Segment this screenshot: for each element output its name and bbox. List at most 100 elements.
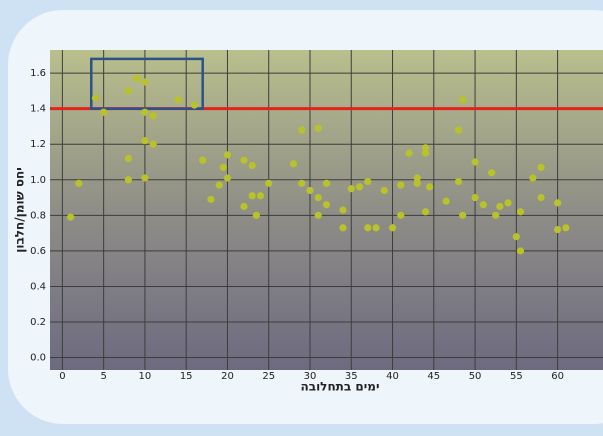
point [322, 179, 331, 187]
x-tick-label: 20 [221, 371, 234, 382]
point [554, 199, 562, 207]
y-tick-label: 0.6 [30, 246, 46, 257]
point [265, 179, 273, 187]
point [223, 174, 232, 182]
x-tick-label: 5 [100, 371, 106, 382]
point [380, 186, 388, 195]
y-tick-label: 0.0 [30, 353, 46, 364]
point [100, 108, 108, 116]
point [442, 197, 450, 205]
point [141, 78, 149, 86]
point [75, 179, 83, 187]
point [364, 224, 372, 232]
point [314, 124, 322, 132]
point [459, 211, 467, 219]
point [562, 224, 570, 232]
highlight-box [90, 57, 204, 110]
point [199, 156, 207, 164]
point [397, 211, 405, 219]
point [454, 126, 463, 134]
point [487, 169, 496, 177]
point [516, 247, 525, 255]
point [207, 195, 215, 203]
point [364, 177, 372, 186]
point [248, 192, 256, 200]
point [289, 160, 298, 168]
point [355, 183, 364, 191]
point [240, 202, 248, 211]
point [240, 156, 248, 164]
y-tick-label: 0.2 [30, 317, 46, 328]
point [372, 224, 380, 232]
point [190, 101, 199, 109]
y-tick-label: 0.4 [30, 281, 46, 292]
point [215, 181, 223, 189]
point [314, 193, 322, 202]
x-tick-label: 50 [469, 371, 482, 382]
y-tick-label: 1.6 [30, 68, 46, 79]
point [314, 211, 322, 219]
point [421, 144, 430, 152]
x-tick-label: 30 [304, 371, 317, 382]
point [91, 94, 99, 102]
x-tick-label: 15 [180, 371, 193, 382]
point [124, 154, 133, 163]
y-tick-label: 1.0 [30, 175, 46, 186]
point [248, 161, 256, 170]
point [554, 225, 562, 234]
x-tick-label: 45 [427, 371, 440, 382]
point [421, 208, 430, 216]
plot-area [50, 50, 603, 370]
point [405, 149, 413, 157]
point [479, 201, 487, 209]
point [347, 185, 355, 193]
point [471, 193, 479, 202]
point [529, 174, 537, 182]
point [256, 192, 265, 200]
point [504, 199, 512, 207]
point [459, 96, 467, 104]
y-axis-title: יחס שומן/חלבון [13, 167, 27, 253]
point [67, 213, 75, 221]
point [174, 96, 182, 104]
y-tick-label: 1.2 [30, 139, 46, 150]
y-tick-label: 1.4 [30, 104, 46, 115]
x-tick-label: 40 [386, 371, 399, 382]
x-tick-label: 55 [510, 371, 523, 382]
point [426, 183, 434, 191]
point [516, 208, 525, 216]
point [388, 224, 397, 232]
point [124, 176, 133, 184]
y-tick-label: 0.8 [30, 210, 46, 221]
x-tick-label: 25 [262, 371, 275, 382]
point [496, 202, 504, 211]
x-tick-label: 10 [139, 371, 152, 382]
point [141, 174, 149, 182]
point [454, 177, 463, 186]
point [141, 108, 149, 116]
x-axis-title: ימים בתחלובה [301, 380, 380, 394]
point [339, 224, 347, 232]
point [306, 186, 314, 195]
point [322, 201, 331, 209]
point [252, 211, 260, 219]
point [397, 181, 405, 189]
point [124, 87, 133, 95]
x-tick-label: 35 [345, 371, 358, 382]
point [492, 211, 500, 219]
x-tick-label: 0 [59, 371, 65, 382]
point [133, 74, 141, 83]
point [149, 112, 157, 120]
point [223, 151, 232, 159]
point [298, 126, 306, 134]
point [471, 158, 479, 166]
point [537, 193, 545, 202]
point [413, 179, 421, 187]
point [537, 163, 545, 171]
point [219, 163, 227, 171]
point [421, 149, 430, 157]
point [141, 137, 149, 145]
point [413, 174, 421, 182]
point [298, 179, 306, 187]
